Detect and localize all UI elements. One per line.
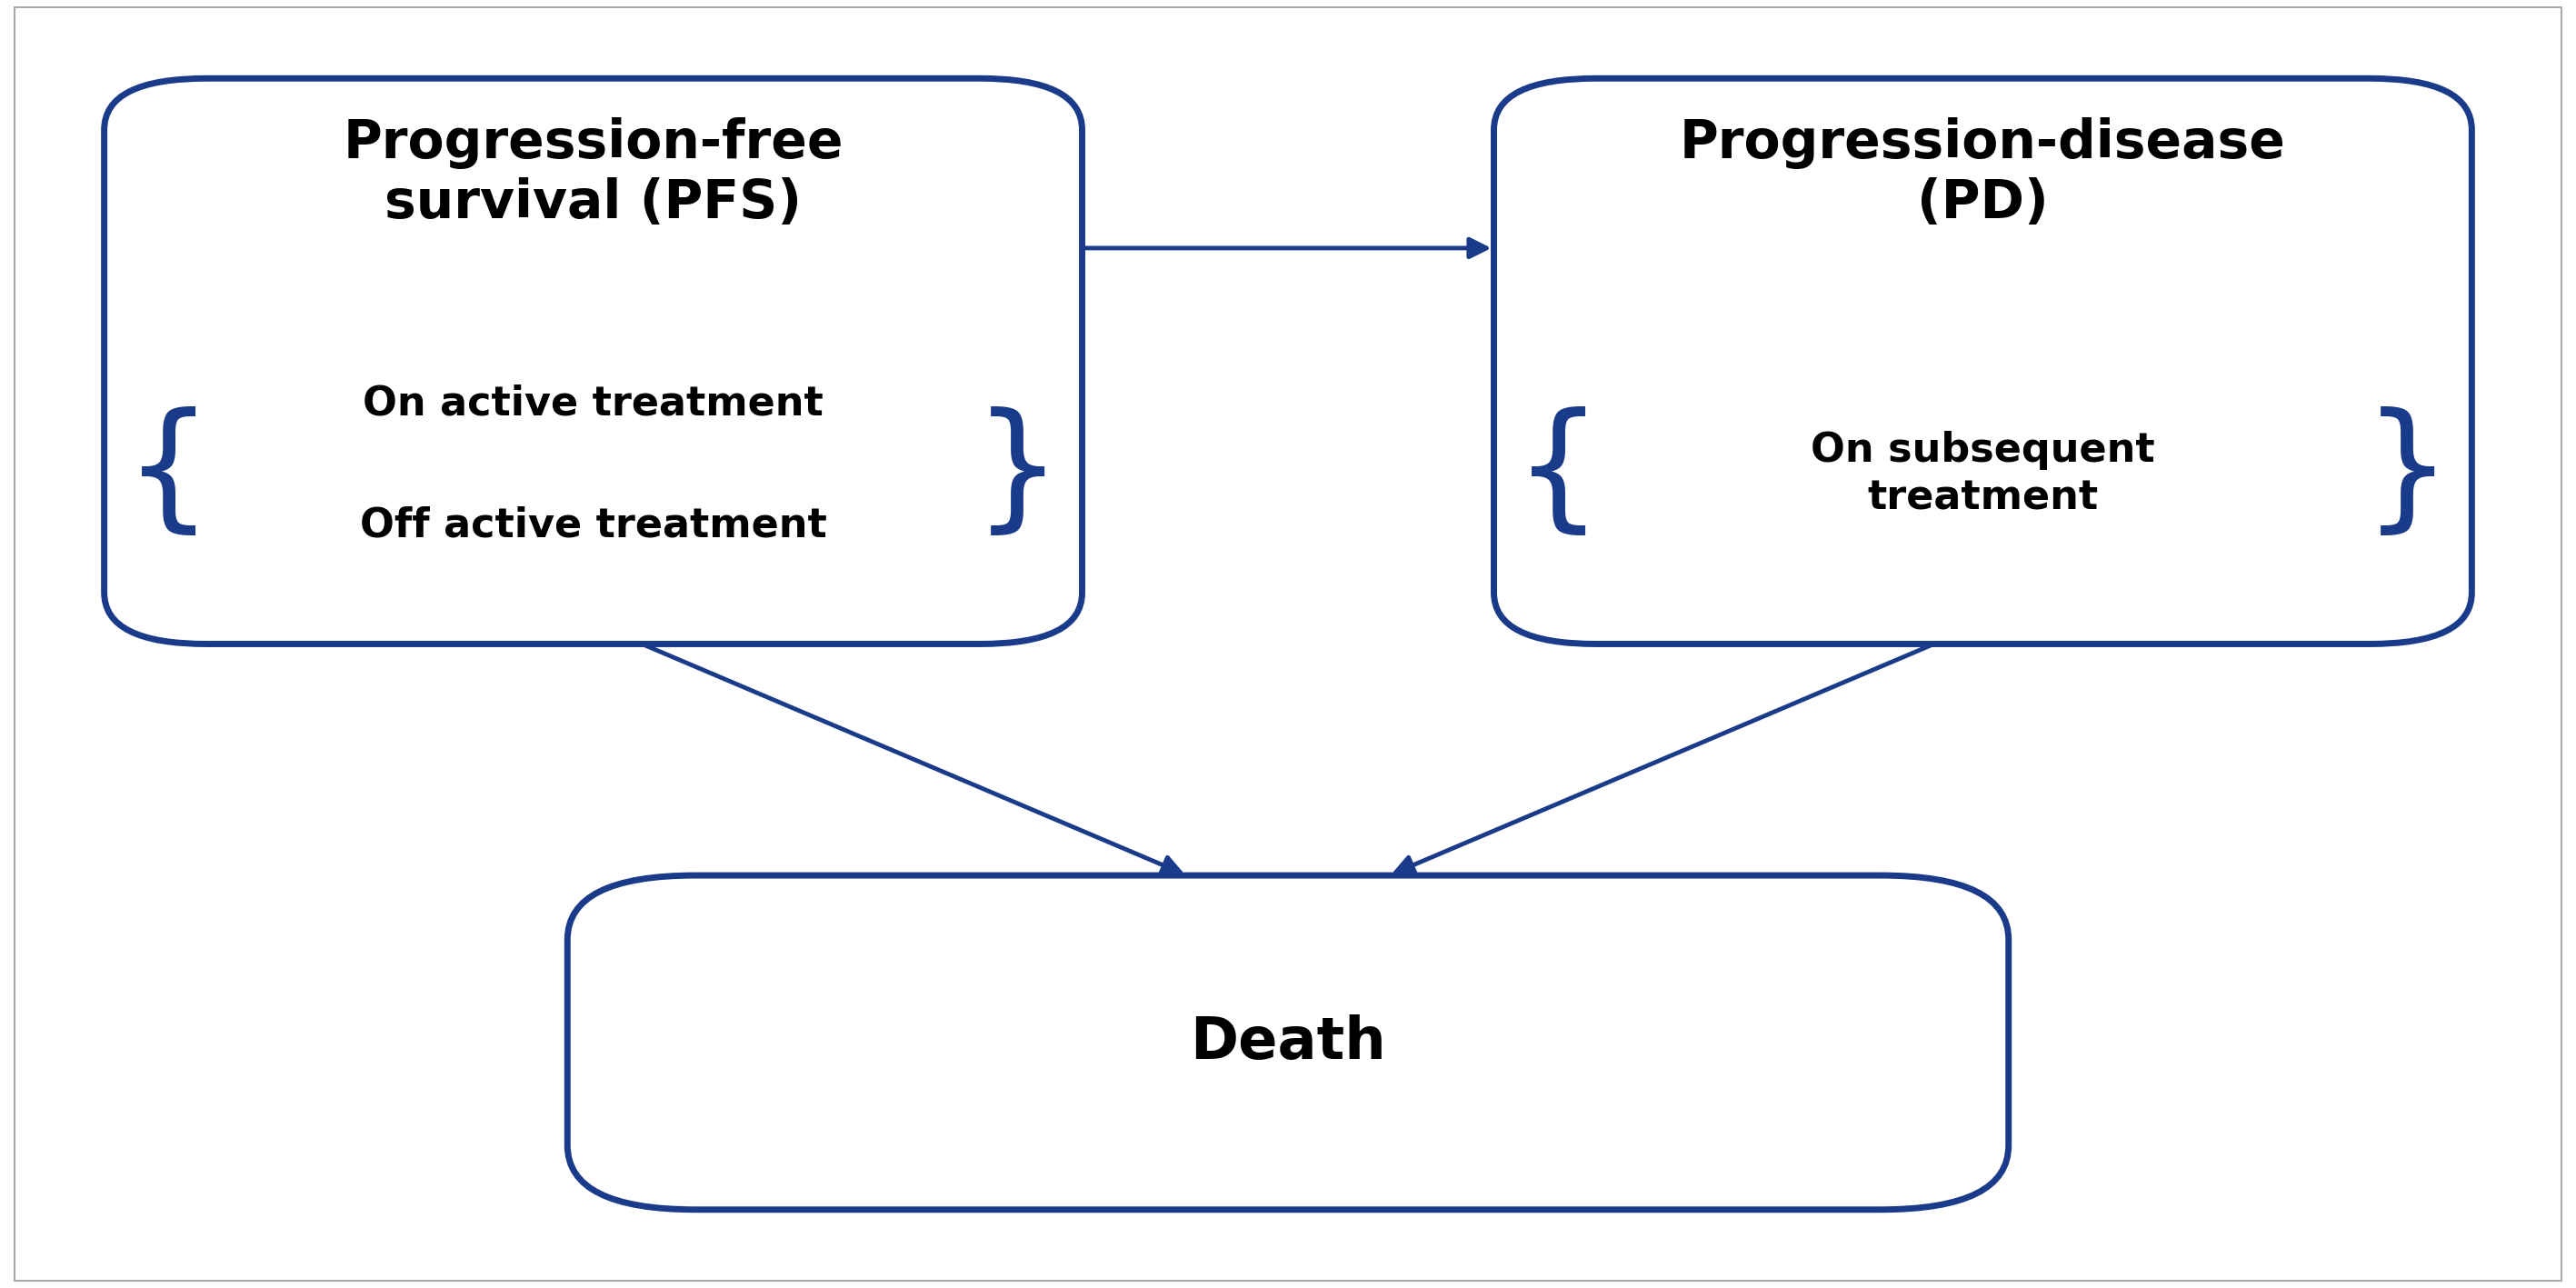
FancyBboxPatch shape xyxy=(103,79,1082,644)
Text: Off active treatment: Off active treatment xyxy=(361,506,827,545)
FancyBboxPatch shape xyxy=(567,876,2009,1209)
Text: Death: Death xyxy=(1190,1015,1386,1070)
Text: }: } xyxy=(2362,407,2452,542)
FancyBboxPatch shape xyxy=(1494,79,2473,644)
Text: {: { xyxy=(124,407,214,542)
Text: }: } xyxy=(974,407,1061,542)
Text: On subsequent
treatment: On subsequent treatment xyxy=(1811,430,2156,518)
Text: {: { xyxy=(1515,407,1602,542)
Text: Progression-free
survival (PFS): Progression-free survival (PFS) xyxy=(343,117,842,229)
Text: On active treatment: On active treatment xyxy=(363,384,824,424)
Text: Progression-disease
(PD): Progression-disease (PD) xyxy=(1680,117,2285,229)
